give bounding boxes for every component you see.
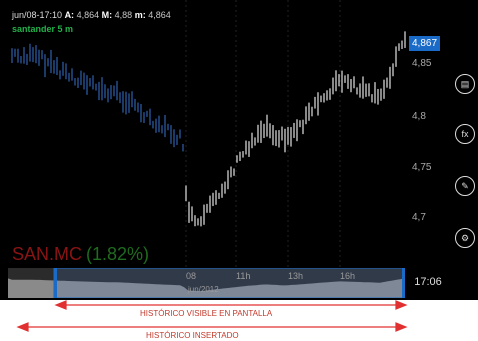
current-time: 17:06 (414, 276, 442, 288)
draw-icon[interactable]: ✎ (455, 176, 475, 196)
chart-toolbar (448, 0, 478, 300)
price-tick: 4,85 (412, 58, 432, 69)
symbol-change: (1.82%) (86, 244, 150, 264)
price-info-line: jun/08-17:10 A: 4,864 M: 4,88 m: 4,864 (12, 10, 171, 20)
fx-icon[interactable]: fx (455, 124, 475, 144)
last-value: 4,864 (76, 10, 100, 20)
price-chart[interactable] (0, 0, 448, 300)
ticker-label: santander 5 m (12, 24, 74, 34)
time-tick: 11h (236, 271, 251, 281)
price-tick: 4,8 (412, 111, 426, 122)
history-navigator[interactable] (8, 267, 405, 299)
price-tick: 4,7 (412, 212, 426, 223)
last-price-badge: 4,867 (409, 36, 441, 51)
inserted-history-label: HISTÓRICO INSERTADO (146, 331, 239, 340)
time-tick: 08 (186, 271, 197, 281)
price-axis: 4,85 4,8 4,75 4,7 (405, 0, 448, 268)
settings-icon[interactable]: ⚙ (455, 228, 475, 248)
symbol-code: SAN.MC (12, 244, 83, 264)
price-tick: 4,75 (412, 162, 432, 173)
visible-history-label: HISTÓRICO VISIBLE EN PANTALLA (140, 309, 273, 318)
fx-label: fx (461, 129, 469, 139)
max-label: M: (101, 10, 113, 20)
chart-panel[interactable] (0, 0, 448, 300)
min-value: 4,864 (148, 10, 171, 20)
symbol-display: SAN.MC (1.82%) (12, 244, 149, 265)
time-tick: 13h (288, 271, 304, 281)
compare-icon[interactable]: ▤ (455, 74, 475, 94)
inserted-range-arrow (16, 322, 408, 332)
time-tick: 16h (340, 271, 356, 281)
navigator-handle[interactable] (402, 268, 405, 298)
navigator-date: jun/2012 (188, 285, 219, 294)
navigator-handle[interactable] (54, 268, 57, 298)
last-label: A: (64, 10, 75, 20)
navigator-chart[interactable] (8, 267, 405, 299)
navigator-area (8, 278, 405, 298)
visible-range-arrow (54, 300, 408, 310)
min-label: m: (134, 10, 146, 20)
timestamp: jun/08-17:10 (12, 10, 63, 20)
max-value: 4,88 (114, 10, 133, 20)
